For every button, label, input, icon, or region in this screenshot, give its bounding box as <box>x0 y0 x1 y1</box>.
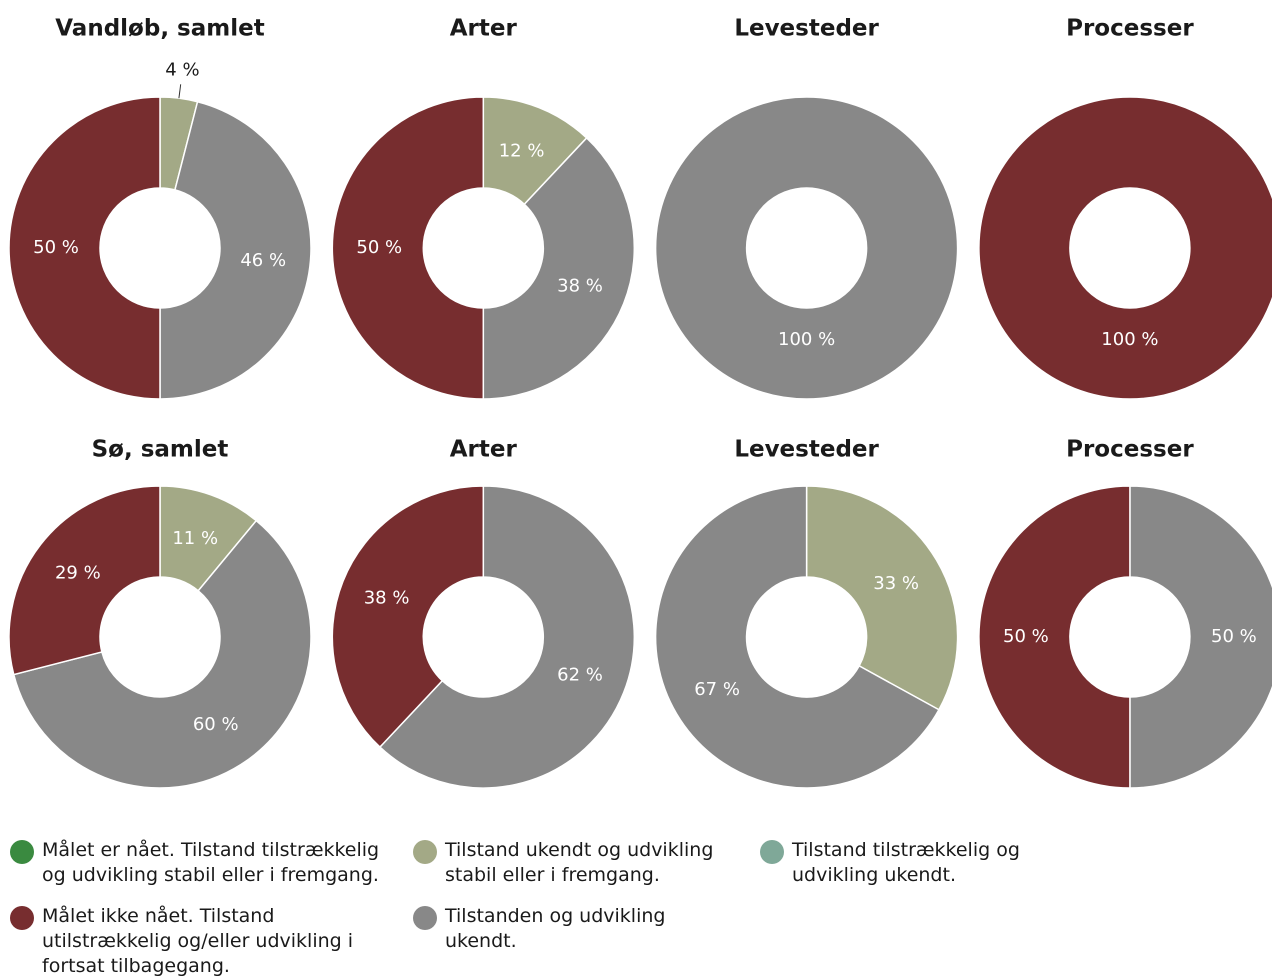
chart-title: Processer <box>1066 437 1194 463</box>
data-label: 100 % <box>778 329 835 350</box>
leader-line <box>178 84 182 99</box>
data-label: 50 % <box>1003 626 1049 647</box>
legend-label: Tilstanden og udvikling ukendt. <box>445 905 666 952</box>
legend-swatch <box>760 840 784 864</box>
chart: Vandløb, samlet 4 % 46 % 50 % Arter 12 % 38 % 5… <box>8 16 1272 789</box>
data-label: 33 % <box>873 573 919 594</box>
data-label: 67 % <box>694 679 740 700</box>
donut-segment <box>1129 485 1272 789</box>
data-label: 38 % <box>364 588 410 609</box>
data-label: 50 % <box>356 237 402 258</box>
data-label: 38 % <box>557 275 603 296</box>
legend-label: Målet ikke nået. Tilstand utilstrækkelig… <box>42 905 354 977</box>
chart-title: Sø, samlet <box>92 437 229 463</box>
legend-label: Målet er nået. Tilstand tilstrækkelig og… <box>42 839 380 886</box>
donut-segment <box>8 96 161 400</box>
chart-title: Levesteder <box>734 437 879 463</box>
donut-segment <box>482 136 636 400</box>
donut-segment <box>378 485 635 789</box>
data-label: 46 % <box>240 250 286 271</box>
donut-segment <box>654 485 940 789</box>
legend-swatch <box>413 840 437 864</box>
donut-segment <box>978 485 1131 789</box>
legend-swatch <box>10 840 34 864</box>
chart-title: Arter <box>450 16 518 42</box>
chart-title: Levesteder <box>734 16 879 42</box>
chart-title: Arter <box>450 437 518 463</box>
data-label: 50 % <box>1211 626 1257 647</box>
legend-swatch <box>10 906 34 930</box>
donut-segment <box>805 485 959 711</box>
donut-segment <box>331 96 485 400</box>
data-label: 62 % <box>557 664 603 685</box>
legend-item: Tilstand ukendt og udvikling stabil elle… <box>413 838 743 888</box>
data-label: 100 % <box>1101 329 1158 350</box>
chart-title: Vandløb, samlet <box>55 16 264 42</box>
data-label: 60 % <box>193 714 239 735</box>
data-label: 50 % <box>33 237 79 258</box>
data-label: 12 % <box>499 140 545 161</box>
donut-segment <box>159 100 312 400</box>
donut-segment <box>8 485 161 676</box>
donut-segment <box>331 485 485 749</box>
legend-swatch <box>413 906 437 930</box>
legend-item: Målet er nået. Tilstand tilstrækkelig og… <box>10 838 390 888</box>
donut-segment <box>654 96 959 400</box>
legend-item: Tilstand tilstrækkelig og udvikling uken… <box>760 838 1020 888</box>
legend-item: Målet ikke nået. Tilstand utilstrækkelig… <box>10 904 390 977</box>
chart-title: Processer <box>1066 16 1194 42</box>
data-label: 29 % <box>55 562 101 583</box>
data-label: 11 % <box>172 528 218 549</box>
legend-item: Tilstanden og udvikling ukendt. <box>413 904 743 954</box>
donut-segment <box>12 519 312 789</box>
legend-label: Tilstand ukendt og udvikling stabil elle… <box>445 839 714 886</box>
donut-segment <box>978 96 1272 400</box>
data-label: 4 % <box>165 59 199 80</box>
legend-label: Tilstand tilstrækkelig og udvikling uken… <box>792 839 1020 886</box>
